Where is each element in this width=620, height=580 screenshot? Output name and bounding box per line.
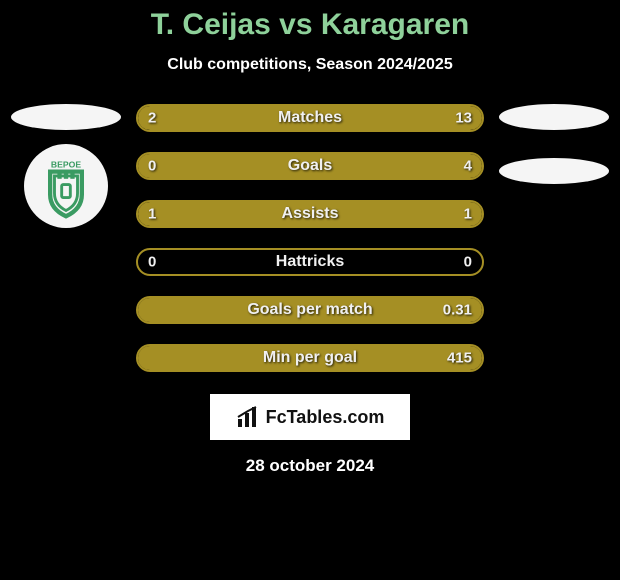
page-subtitle: Club competitions, Season 2024/2025 [0, 56, 620, 74]
bar-value-right: 4 [464, 158, 472, 175]
bar-value-left: 1 [148, 206, 156, 223]
stat-bar: Min per goal 415 [136, 344, 484, 372]
chart-icon [236, 405, 260, 429]
stat-bar: Assists 1 1 [136, 200, 484, 228]
bar-value-left: 0 [148, 158, 156, 175]
bar-label: Matches [278, 109, 342, 127]
right-column [494, 104, 614, 372]
shield-icon: BEPOE [30, 150, 102, 222]
bar-label: Goals per match [247, 301, 372, 319]
stat-bar: Hattricks 0 0 [136, 248, 484, 276]
comparison-infographic: T. Ceijas vs Karagaren Club competitions… [0, 0, 620, 580]
bar-value-right: 415 [447, 350, 472, 367]
bar-value-left: 0 [148, 254, 156, 271]
fctables-label: FcTables.com [266, 407, 385, 428]
player-photo-placeholder [499, 104, 609, 130]
bar-label: Min per goal [263, 349, 357, 367]
club-badge-beroe: BEPOE [24, 144, 108, 228]
date-label: 28 october 2024 [0, 456, 620, 476]
fctables-attribution[interactable]: FcTables.com [210, 394, 410, 440]
bar-label: Assists [282, 205, 339, 223]
stat-bar: Goals 0 4 [136, 152, 484, 180]
bar-value-right: 13 [455, 110, 472, 127]
bar-label: Hattricks [276, 253, 344, 271]
player-photo-placeholder [11, 104, 121, 130]
page-title: T. Ceijas vs Karagaren [0, 0, 620, 42]
stat-bar: Matches 2 13 [136, 104, 484, 132]
club-badge-placeholder [499, 158, 609, 184]
main-row: BEPOE Matches 2 13 Goals 0 4 Assists 1 1 Hattrick… [0, 104, 620, 372]
bar-value-right: 0 [464, 254, 472, 271]
left-column: BEPOE [6, 104, 126, 372]
bar-label: Goals [288, 157, 332, 175]
bar-value-right: 1 [464, 206, 472, 223]
bar-value-right: 0.31 [443, 302, 472, 319]
bar-fill-left [138, 106, 183, 130]
bar-value-left: 2 [148, 110, 156, 127]
stat-bar: Goals per match 0.31 [136, 296, 484, 324]
stat-bars: Matches213Goals04Assists11Hattricks00Goa… [126, 104, 494, 372]
svg-text:BEPOE: BEPOE [51, 159, 81, 169]
